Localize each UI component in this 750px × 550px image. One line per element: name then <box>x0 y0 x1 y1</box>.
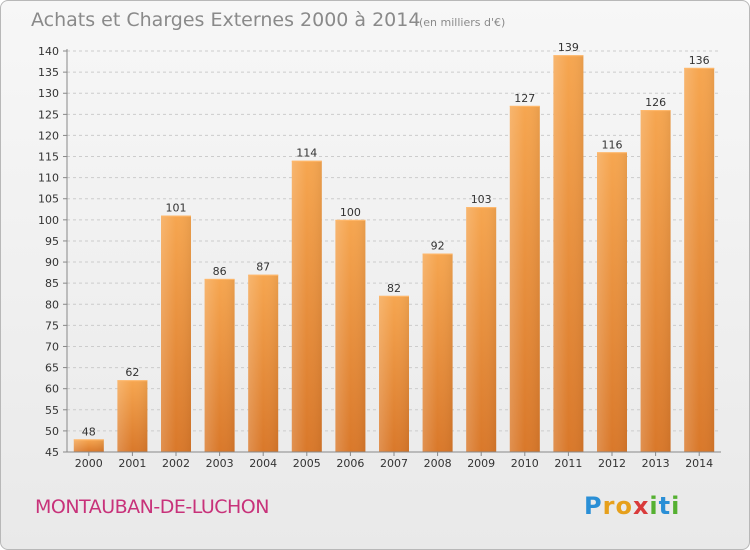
y-tick-label: 100 <box>38 214 59 227</box>
chart-subtitle: (en milliers d'€) <box>419 16 506 29</box>
y-tick-label: 85 <box>45 277 59 290</box>
y-tick-label: 70 <box>45 340 59 353</box>
y-tick-label: 80 <box>45 298 59 311</box>
x-tick-label: 2007 <box>380 457 408 470</box>
x-tick-label: 2004 <box>249 457 277 470</box>
y-tick-label: 50 <box>45 425 59 438</box>
bar-value-label: 48 <box>82 425 96 438</box>
bar-shade <box>422 253 453 452</box>
y-tick-label: 130 <box>38 87 59 100</box>
bar-value-label: 86 <box>213 265 227 278</box>
x-tick-label: 2011 <box>554 457 582 470</box>
x-tick-label: 2008 <box>424 457 452 470</box>
bar-shade <box>335 219 366 452</box>
y-tick-label: 90 <box>45 256 59 269</box>
bar-value-label: 139 <box>558 41 579 54</box>
bar-shade <box>466 207 497 452</box>
bar-shade <box>161 215 191 452</box>
bar-value-label: 101 <box>166 202 187 215</box>
bar-shade <box>553 55 584 452</box>
x-tick-label: 2014 <box>685 457 713 470</box>
bar-shade <box>509 105 540 452</box>
y-tick-label: 125 <box>38 108 59 121</box>
x-tick-label: 2002 <box>162 457 190 470</box>
y-tick-label: 45 <box>45 446 59 459</box>
bar-value-label: 127 <box>514 92 535 105</box>
y-tick-label: 120 <box>38 129 59 142</box>
bar-shade <box>640 110 671 453</box>
bar-shade <box>204 278 235 452</box>
y-tick-label: 55 <box>45 404 59 417</box>
bar-shade <box>117 380 148 452</box>
bar-value-label: 100 <box>340 206 361 219</box>
bar-value-label: 114 <box>296 147 317 160</box>
x-tick-label: 2010 <box>511 457 539 470</box>
bar-value-label: 116 <box>602 138 623 151</box>
bar-value-label: 62 <box>125 366 139 379</box>
axes: 45 50 55 60 65 70 75 80 85 90 95 100 105 110 115 120 125… <box>38 45 721 470</box>
logo-letter: P <box>584 492 603 520</box>
y-tick-label: 95 <box>45 235 59 248</box>
x-tick-label: 2001 <box>118 457 146 470</box>
y-tick-label: 75 <box>45 319 59 332</box>
logo-letter: i <box>649 492 659 520</box>
logo-letter: r <box>602 492 616 520</box>
y-tick-label: 110 <box>38 172 59 185</box>
bar-shade <box>597 152 627 452</box>
y-tick-label: 105 <box>38 193 59 206</box>
x-tick-label: 2013 <box>642 457 670 470</box>
y-tick-label: 65 <box>45 362 59 375</box>
y-tick-label: 115 <box>38 151 59 164</box>
x-tick-label: 2009 <box>467 457 495 470</box>
y-tick-label: 140 <box>38 45 59 58</box>
logo-letter: o <box>615 492 633 520</box>
bar-value-label: 82 <box>387 282 401 295</box>
bar-shade <box>248 274 279 452</box>
logo-letter: x <box>632 492 650 520</box>
bars: 48 62 101 86 87 114 100 82 92 103 127 139 116 126 136 <box>73 41 715 453</box>
x-tick-label: 2006 <box>336 457 364 470</box>
logo-letter: i <box>671 492 681 520</box>
bar-shade <box>291 160 322 452</box>
bar-value-label: 87 <box>256 261 270 274</box>
y-tick-label: 135 <box>38 66 59 79</box>
bar-value-label: 136 <box>689 54 710 67</box>
bar-shade <box>379 295 409 452</box>
bar-value-label: 103 <box>471 193 492 206</box>
bar-value-label: 92 <box>431 240 445 253</box>
x-tick-label: 2012 <box>598 457 626 470</box>
logo-letter: t <box>658 492 672 520</box>
commune-name: MONTAUBAN-DE-LUCHON <box>35 496 269 518</box>
bar-shade <box>684 67 715 452</box>
x-tick-label: 2000 <box>75 457 103 470</box>
chart-title: Achats et Charges Externes 2000 à 2014 <box>31 9 421 31</box>
bar-shade <box>73 439 104 452</box>
bar-value-label: 126 <box>645 96 666 109</box>
y-tick-label: 60 <box>45 383 59 396</box>
proxiti-logo: Proxiti <box>584 492 680 520</box>
x-tick-label: 2003 <box>206 457 234 470</box>
x-tick-label: 2005 <box>293 457 321 470</box>
